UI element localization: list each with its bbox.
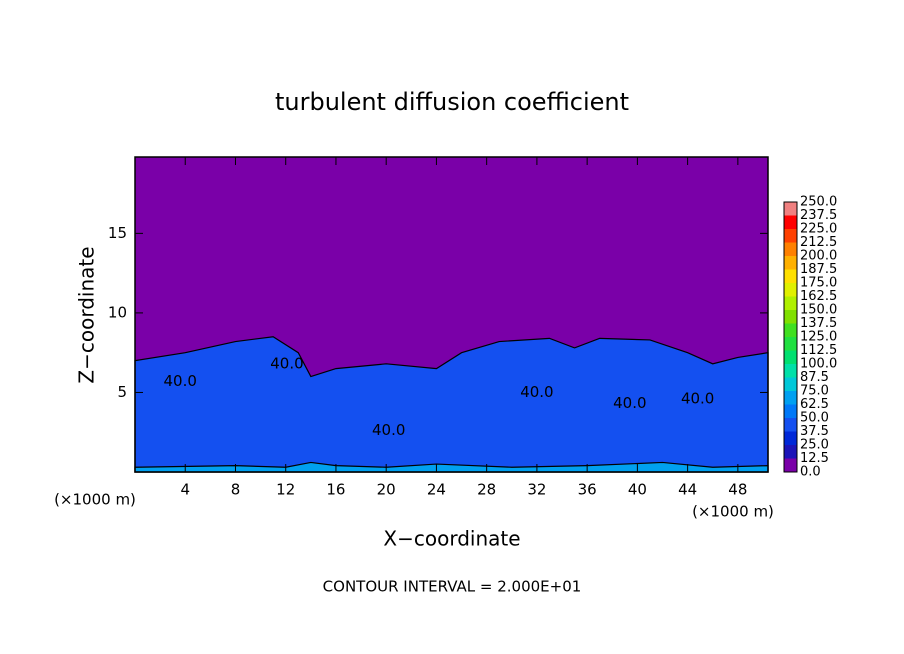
colorbar-bin [784, 337, 797, 351]
contour-label: 40.0 [520, 383, 553, 401]
x-tick-label: 16 [326, 481, 345, 499]
colorbar-label: 25.0 [800, 438, 829, 453]
colorbar-label: 62.5 [800, 397, 829, 412]
chart-title: turbulent diffusion coefficient [275, 88, 629, 116]
colorbar-label: 200.0 [800, 249, 837, 264]
colorbar-bin [784, 269, 797, 283]
colorbar-label: 162.5 [800, 289, 837, 304]
field-layer [134, 336, 769, 473]
colorbar-bin [784, 242, 797, 256]
colorbar-label: 75.0 [800, 384, 829, 399]
colorbar-label: 12.5 [800, 451, 829, 466]
colorbar-bin [784, 364, 797, 378]
contour-label: 40.0 [613, 394, 646, 412]
colorbar-label: 137.5 [800, 316, 837, 331]
x-tick-label: 40 [628, 481, 647, 499]
contour-label: 40.0 [270, 354, 303, 372]
colorbar-bin [784, 431, 797, 445]
colorbar-bin [784, 391, 797, 405]
colorbar-bin [784, 458, 797, 472]
colorbar-label: 100.0 [800, 357, 837, 372]
colorbar-label: 212.5 [800, 235, 837, 250]
x-tick-label: 44 [678, 481, 697, 499]
x-unit-label: (×1000 m) [54, 491, 136, 509]
x-tick-label: 32 [527, 481, 546, 499]
colorbar-label: 87.5 [800, 370, 829, 385]
colorbar-label: 50.0 [800, 411, 829, 426]
colorbar-label: 175.0 [800, 276, 837, 291]
x-tick-label: 4 [180, 481, 190, 499]
colorbar-label: 225.0 [800, 222, 837, 237]
x-tick-label: 24 [427, 481, 446, 499]
x-tick-label: 8 [231, 481, 241, 499]
contour-label: 40.0 [164, 372, 197, 390]
colorbar-label: 237.5 [800, 208, 837, 223]
colorbar-bin [784, 283, 797, 297]
x-tick-label: 36 [578, 481, 597, 499]
colorbar-label: 150.0 [800, 303, 837, 318]
contour-label: 40.0 [372, 421, 405, 439]
x-unit-label: (×1000 m) [692, 503, 774, 521]
colorbar-bin [784, 296, 797, 310]
colorbar-label: 37.5 [800, 424, 829, 439]
colorbar-bin [784, 215, 797, 229]
colorbar-bin [784, 310, 797, 324]
x-tick-label: 28 [477, 481, 496, 499]
y-tick-label: 5 [117, 383, 127, 401]
contour-note: CONTOUR INTERVAL = 2.000E+01 [323, 578, 582, 596]
y-tick-label: 10 [108, 303, 127, 321]
colorbar-bin [784, 350, 797, 364]
colorbar-frame [783, 201, 798, 473]
y-tick-label: 15 [108, 224, 127, 242]
colorbar-bin [784, 404, 797, 418]
colorbar-label: 250.0 [800, 195, 837, 210]
colorbar-bin [784, 202, 797, 216]
x-tick-label: 12 [276, 481, 295, 499]
colorbar-bin [784, 229, 797, 243]
colorbar-label: 125.0 [800, 330, 837, 345]
x-tick-label: 48 [728, 481, 747, 499]
colorbar-bin [784, 418, 797, 432]
colorbar-bin [784, 377, 797, 391]
plot-frame [134, 156, 769, 473]
colorbar-label: 0.0 [800, 465, 821, 480]
x-axis-label: X−coordinate [383, 527, 520, 551]
colorbar-label: 112.5 [800, 343, 837, 358]
contour-label: 40.0 [681, 389, 714, 407]
colorbar-bin [784, 445, 797, 459]
colorbar-bin [784, 256, 797, 270]
colorbar-bin [784, 323, 797, 337]
y-axis-label: Z−coordinate [75, 246, 99, 383]
colorbar-label: 187.5 [800, 262, 837, 277]
x-tick-label: 20 [377, 481, 396, 499]
